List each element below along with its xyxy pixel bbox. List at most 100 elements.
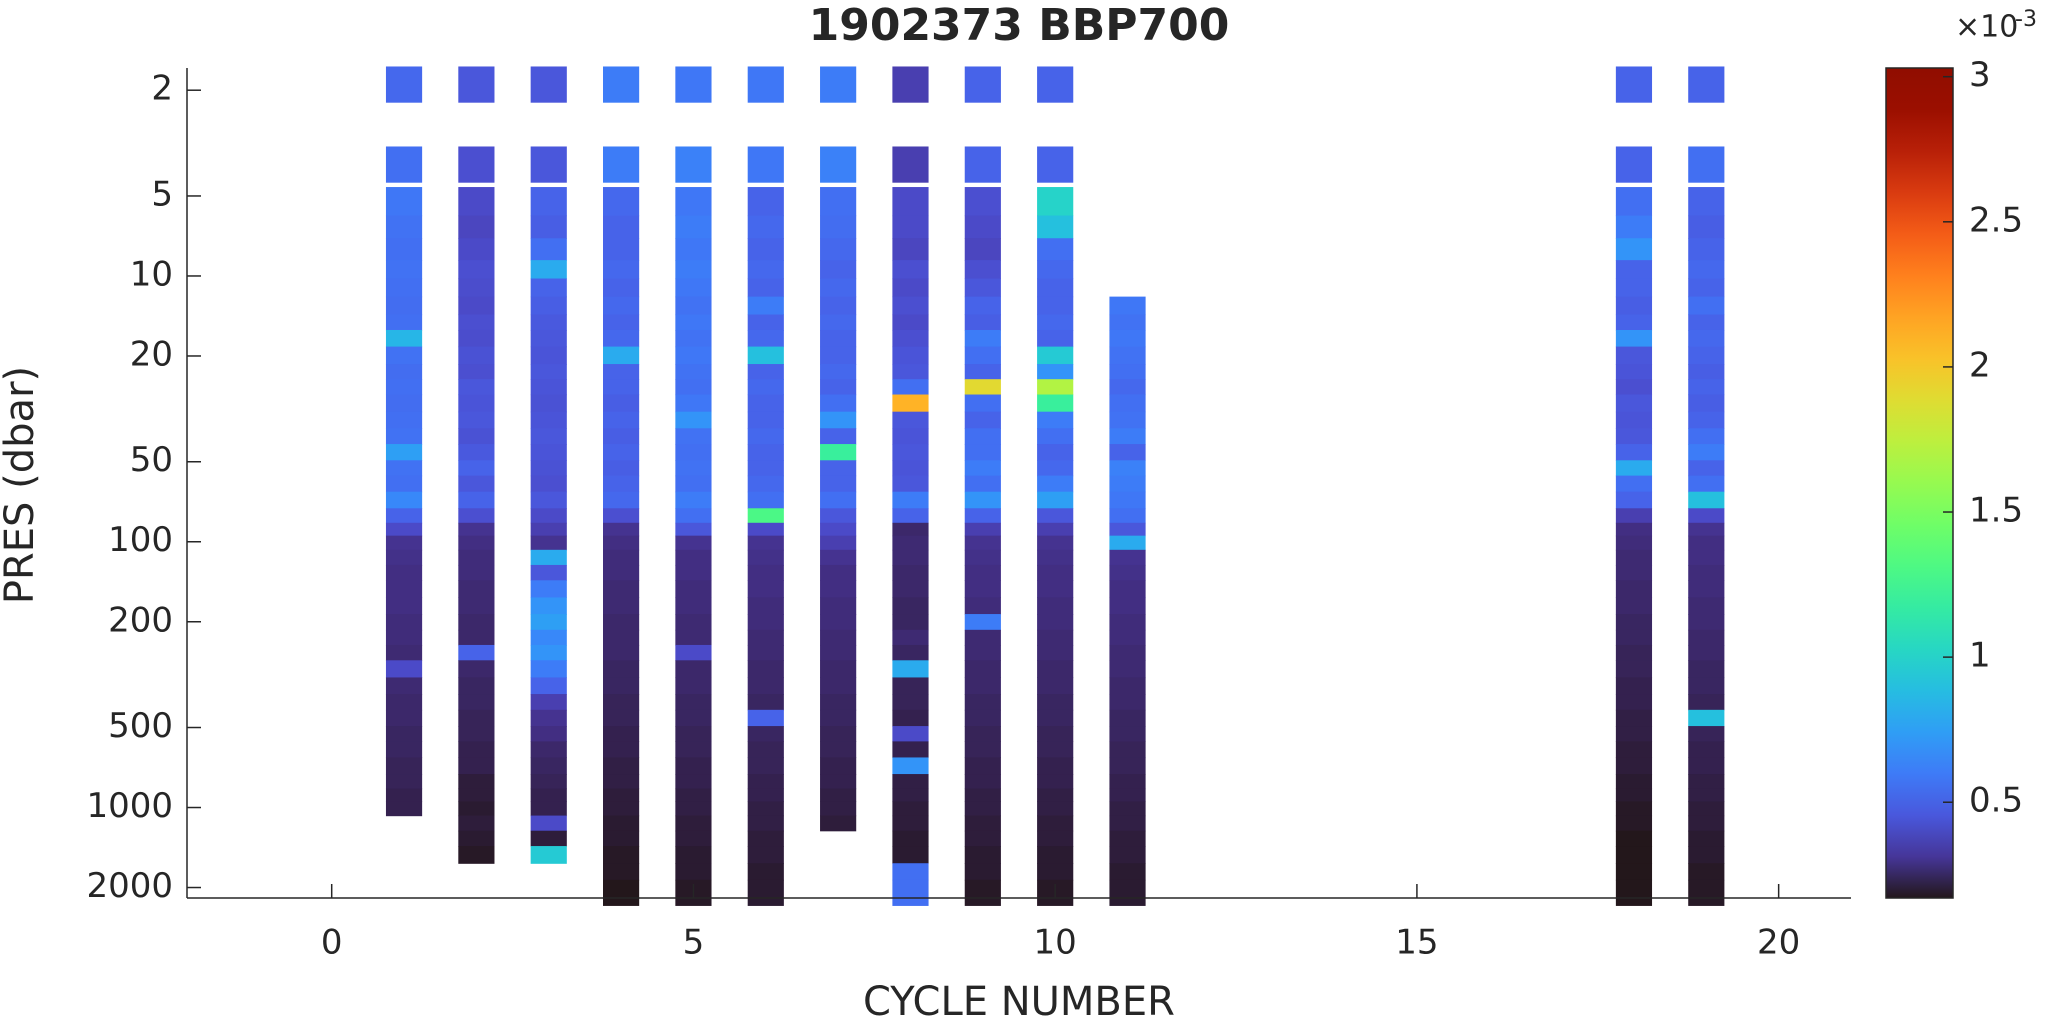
profile-cell <box>747 801 784 817</box>
profile-cell <box>747 296 784 316</box>
profile-cell <box>603 846 640 864</box>
profile-cell <box>603 564 640 581</box>
profile-cell <box>530 549 567 566</box>
profile-cell <box>385 66 423 103</box>
profile-cell <box>675 694 712 711</box>
profile-cell <box>1688 522 1725 537</box>
profile-cell <box>675 296 712 316</box>
profile-cell <box>385 146 423 183</box>
profile-cell <box>1037 660 1074 679</box>
profile-cell <box>385 475 423 493</box>
profile-cell <box>1109 741 1146 759</box>
profile-cell <box>530 677 567 695</box>
profile-cell <box>458 726 495 742</box>
profile-cell <box>964 364 1001 380</box>
profile-cell <box>1037 411 1074 429</box>
profile-cell <box>747 660 784 679</box>
profile-cell <box>458 411 495 429</box>
profile-cell <box>892 146 929 183</box>
profile-cell <box>964 146 1001 183</box>
profile-cell <box>1688 694 1725 711</box>
profile-cell <box>892 460 929 477</box>
profile-cell <box>747 614 784 631</box>
profile-cell <box>747 677 784 695</box>
profile-cell <box>385 709 423 727</box>
profile-cell <box>747 411 784 429</box>
profile-cell <box>964 774 1001 790</box>
profile-cell <box>820 522 857 537</box>
profile-cell <box>458 709 495 727</box>
profile-cell <box>892 411 929 429</box>
profile-cell <box>1615 260 1653 280</box>
profile-cell <box>603 428 640 445</box>
profile-cell <box>1615 314 1653 331</box>
y-tick-label: 500 <box>108 706 173 746</box>
profile-cell <box>1615 187 1653 217</box>
y-tick-label: 1000 <box>86 786 173 826</box>
x-tick-label: 20 <box>1757 923 1800 963</box>
profile-cell <box>1037 774 1074 790</box>
profile-cell <box>1109 549 1146 566</box>
profile-cell <box>1109 394 1146 413</box>
profile-cell <box>964 879 1001 906</box>
profile-cell <box>1688 614 1725 631</box>
profile-cell <box>1037 364 1074 380</box>
profile-cell <box>603 535 640 551</box>
profile-cell <box>603 815 640 832</box>
profile-cell <box>530 314 567 331</box>
profile-cell <box>820 428 857 445</box>
profile-cell <box>603 475 640 493</box>
profile-cell <box>747 741 784 759</box>
profile-cell <box>1109 644 1146 661</box>
profile-cell <box>385 460 423 477</box>
profile-cell <box>1688 549 1725 566</box>
profile-cell <box>385 788 423 803</box>
profile-cell <box>1037 379 1074 396</box>
profile-cell <box>603 491 640 509</box>
profile-cell <box>675 580 712 599</box>
profile-cell <box>603 660 640 679</box>
profile-cell <box>675 660 712 679</box>
profile-cell <box>747 460 784 477</box>
profile-cell <box>1615 774 1653 790</box>
colorbar <box>1885 67 1954 899</box>
profile-cell <box>820 460 857 477</box>
profile-cell <box>820 694 857 711</box>
profile-cell <box>964 597 1001 615</box>
profile-cell <box>747 830 784 847</box>
profile-cell <box>892 629 929 646</box>
profile-cell <box>530 757 567 775</box>
profile-cell <box>1037 475 1074 493</box>
profile-cell <box>603 726 640 742</box>
profile-cell <box>747 522 784 537</box>
profile-cell <box>747 757 784 775</box>
profile-cell <box>675 146 712 183</box>
profile-cell <box>1688 296 1725 316</box>
profile-cell <box>1615 379 1653 396</box>
profile-cell <box>892 329 929 348</box>
profile-cell <box>603 187 640 217</box>
profile-cell <box>603 215 640 239</box>
profile-cell <box>1037 846 1074 864</box>
profile-cell <box>964 580 1001 599</box>
profile-cell <box>964 801 1001 817</box>
x-tick-label: 15 <box>1395 923 1438 963</box>
profile-cell <box>1615 491 1653 509</box>
profile-cell <box>892 187 929 217</box>
profile-cell <box>1037 238 1074 261</box>
profile-cell <box>675 801 712 817</box>
profile-cell <box>458 629 495 646</box>
profile-cell <box>1615 428 1653 445</box>
profile-cell <box>675 549 712 566</box>
profile-cell <box>675 314 712 331</box>
profile-cell <box>1615 411 1653 429</box>
profile-cell <box>385 644 423 661</box>
profile-cell <box>892 801 929 817</box>
profile-cell <box>603 788 640 803</box>
profile-cell <box>1615 694 1653 711</box>
profile-cell <box>1688 788 1725 803</box>
profile-cell <box>1037 394 1074 413</box>
profile-cell <box>458 394 495 413</box>
profile-cell <box>1688 411 1725 429</box>
profile-cell <box>1037 329 1074 348</box>
